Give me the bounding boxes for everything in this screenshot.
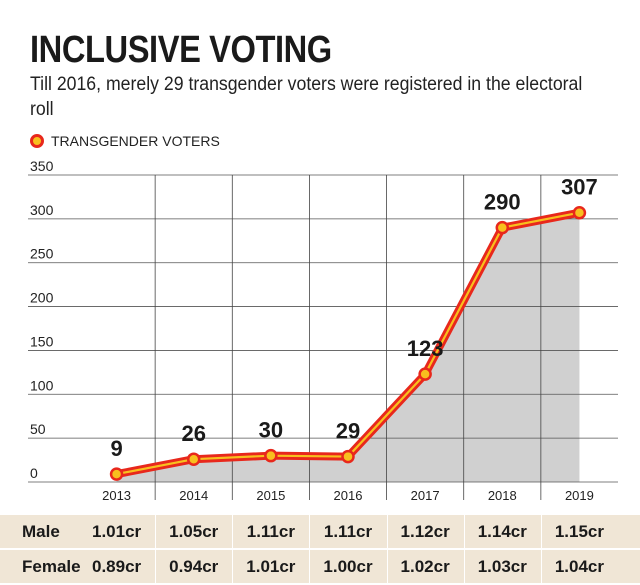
data-label-2016: 29 (336, 419, 360, 444)
data-label-2019: 307 (561, 175, 598, 200)
table-row-label: Male (22, 522, 60, 541)
y-tick-label-150: 150 (30, 333, 54, 349)
x-tick-label-2013: 2013 (102, 488, 131, 500)
table-cell: 1.03cr (477, 557, 527, 576)
data-point-2013 (109, 467, 124, 481)
data-label-2013: 9 (110, 436, 122, 461)
x-tick-label-2018: 2018 (488, 488, 517, 500)
table-separator (386, 550, 388, 583)
table-row-label: Female (22, 557, 81, 576)
voter-table: Male 1.01cr 1.05cr 1.11cr 1.11cr 1.12cr 1.14cr… (0, 515, 640, 585)
x-tick-label-2014: 2014 (179, 488, 208, 500)
data-label-2015: 30 (259, 418, 283, 443)
data-point-2019 (572, 205, 587, 220)
y-tick-label-100: 100 (30, 377, 54, 393)
table-row-male: Male 1.01cr 1.05cr 1.11cr 1.11cr 1.12cr 1.14cr… (0, 515, 640, 548)
table-separator (232, 550, 234, 583)
table-cell: 1.05cr (169, 522, 219, 541)
table-cell: 1.11cr (323, 522, 373, 541)
line-chart: 0 50 100 150 200 250 300 350 2013 2014 2015 2016 201… (28, 160, 618, 500)
legend-label: TRANSGENDER VOTERS (51, 133, 220, 149)
table-separator (155, 550, 157, 583)
table-cell: 1.00cr (323, 557, 373, 576)
data-label-2014: 26 (181, 421, 205, 446)
table-separator (540, 550, 542, 583)
table-separator (386, 515, 388, 548)
table-cell: 1.15cr (554, 522, 604, 541)
data-point-2018 (495, 220, 510, 235)
table-cell: 1.04cr (554, 557, 604, 576)
table-separator (463, 515, 465, 548)
y-tick-label-350: 350 (30, 160, 54, 174)
table-separator (232, 515, 234, 548)
table-separator (540, 515, 542, 548)
table-cell: 1.01cr (246, 557, 296, 576)
table-separator (155, 515, 157, 548)
table-cell: 1.14cr (477, 522, 527, 541)
y-tick-label-50: 50 (30, 421, 46, 437)
data-label-2018: 290 (484, 190, 521, 215)
legend-marker-icon (30, 134, 44, 148)
table-separator (309, 550, 311, 583)
data-point-2015 (264, 448, 278, 463)
table-cell: 1.02cr (400, 557, 450, 576)
x-tick-label-2016: 2016 (334, 488, 363, 500)
data-point-2014 (186, 452, 201, 466)
table-separator (463, 550, 465, 583)
y-tick-label-300: 300 (30, 202, 54, 218)
table-cell: 1.11cr (246, 522, 295, 541)
data-label-2017: 123 (407, 336, 444, 361)
y-tick-label-200: 200 (30, 290, 54, 306)
table-cell: 1.01cr (91, 522, 142, 541)
x-tick-label-2019: 2019 (565, 488, 594, 500)
table-row-female: Female 0.89cr 0.94cr 1.01cr 1.00cr 1.02cr 1.03… (0, 550, 640, 583)
page-title: INCLUSIVE VOTING (30, 29, 332, 71)
y-tick-label-0: 0 (30, 465, 38, 481)
y-tick-label-250: 250 (30, 246, 54, 262)
x-tick-label-2015: 2015 (256, 488, 285, 500)
table-separator (309, 515, 311, 548)
data-point-2016 (341, 449, 355, 464)
table-cell: 1.12cr (400, 522, 450, 541)
table-cell: 0.89cr (91, 557, 142, 576)
legend: TRANSGENDER VOTERS (30, 131, 220, 151)
subtitle: Till 2016, merely 29 transgender voters … (30, 74, 583, 120)
data-point-2017 (418, 367, 432, 381)
table-cell: 0.94cr (169, 557, 219, 576)
x-tick-label-2017: 2017 (411, 488, 440, 500)
